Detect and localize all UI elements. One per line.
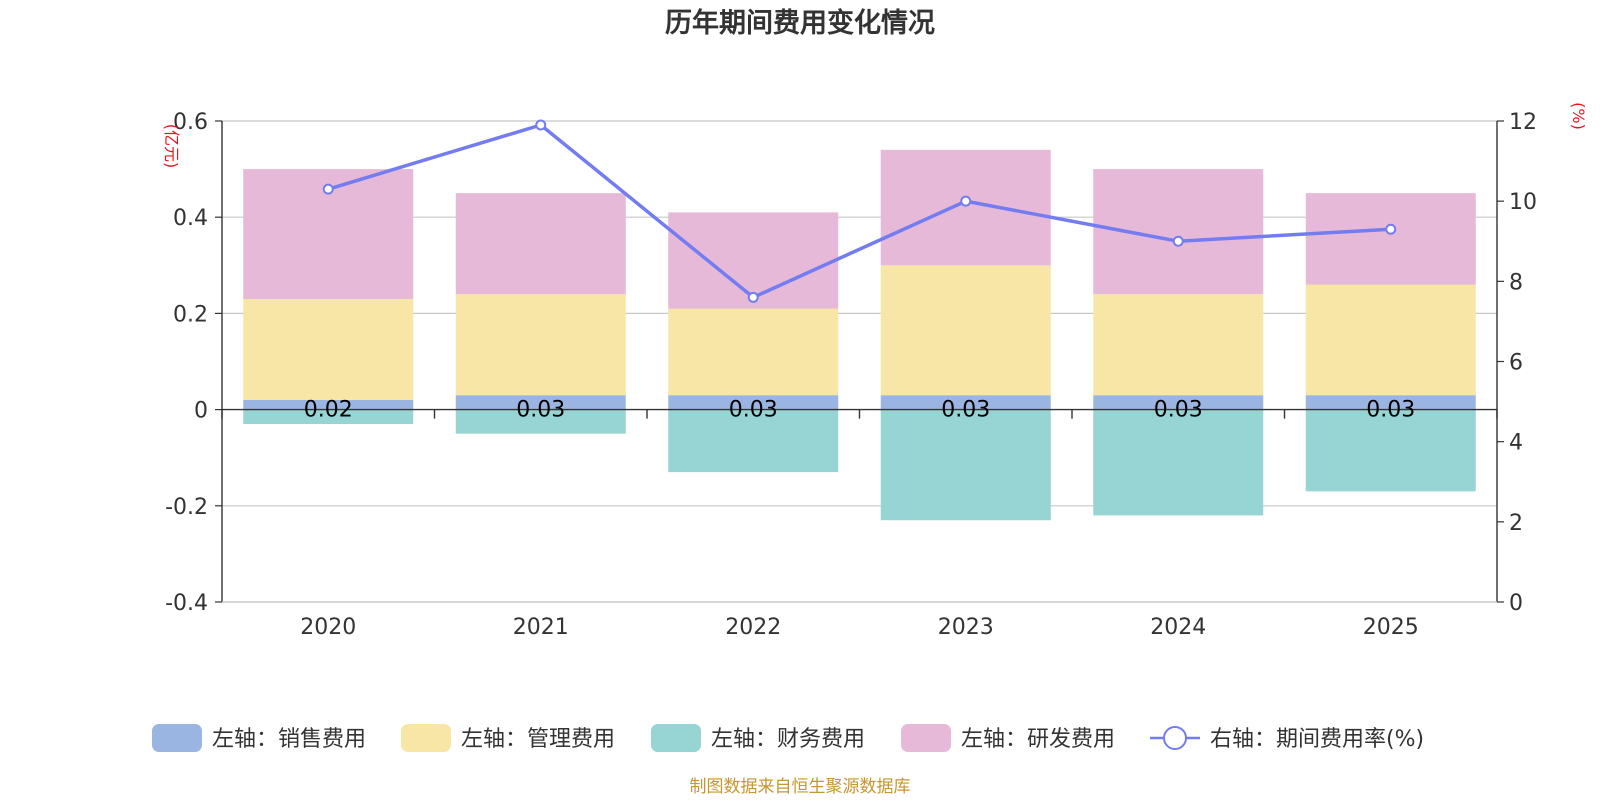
x-tick-label: 2020 bbox=[300, 615, 356, 640]
axes: -0.4 -0.2 0 0.2 0.4 0.6 0 2 4 6 8 10 12 2020 2021 2022 2… bbox=[165, 110, 1537, 640]
x-tick-label: 2025 bbox=[1363, 615, 1419, 640]
legend-label: 左轴：管理费用 bbox=[461, 727, 615, 752]
legend-label: 左轴：研发费用 bbox=[961, 727, 1115, 752]
bar-segment[interactable] bbox=[668, 409, 839, 473]
bar-segment[interactable] bbox=[243, 399, 414, 410]
x-tick-label: 2024 bbox=[1150, 615, 1206, 640]
bar-segment[interactable] bbox=[668, 308, 839, 396]
legend-swatch bbox=[901, 724, 951, 752]
x-tick-label: 2023 bbox=[938, 615, 994, 640]
legend-swatch bbox=[651, 724, 701, 752]
data-label: 0.03 bbox=[941, 398, 990, 423]
data-labels: 0.02 0.03 0.03 0.03 0.03 0.03 bbox=[304, 398, 1415, 423]
legend-label: 左轴：销售费用 bbox=[212, 727, 366, 752]
legend[interactable]: 左轴：销售费用 左轴：管理费用 左轴：财务费用 左轴：研发费用 右轴：期间费用率(%) bbox=[152, 724, 1424, 752]
left-tick-label: -0.4 bbox=[165, 591, 208, 616]
legend-circle-icon bbox=[1163, 726, 1187, 750]
bar-segment[interactable] bbox=[1093, 294, 1264, 396]
bar-segment[interactable] bbox=[243, 409, 414, 425]
legend-item[interactable]: 左轴：财务费用 bbox=[651, 724, 865, 752]
rate-point[interactable] bbox=[1172, 235, 1184, 247]
right-axis-unit: (%) bbox=[1569, 102, 1588, 130]
bar-segment[interactable] bbox=[880, 409, 1051, 521]
left-tick-label: 0.6 bbox=[173, 110, 208, 135]
data-label: 0.03 bbox=[516, 398, 565, 423]
bar-segment[interactable] bbox=[455, 409, 626, 434]
legend-label: 右轴：期间费用率(%) bbox=[1210, 727, 1424, 752]
left-tick-label: 0.2 bbox=[173, 302, 208, 327]
left-tick-label: 0.4 bbox=[173, 206, 208, 231]
chart-title: 历年期间费用变化情况 bbox=[665, 7, 935, 39]
rate-line-path bbox=[327, 123, 1391, 300]
right-tick-label: 6 bbox=[1509, 351, 1523, 376]
legend-item[interactable]: 左轴：研发费用 bbox=[901, 724, 1115, 752]
bar-segment[interactable] bbox=[880, 395, 1051, 410]
bar-segment[interactable] bbox=[880, 265, 1051, 396]
rate-point[interactable] bbox=[1385, 223, 1397, 235]
rate-point[interactable] bbox=[747, 291, 759, 303]
right-tick-label: 4 bbox=[1509, 431, 1523, 456]
bar-segment[interactable] bbox=[1093, 409, 1264, 516]
legend-item[interactable]: 左轴：管理费用 bbox=[401, 724, 615, 752]
bar-segment[interactable] bbox=[243, 298, 414, 400]
rate-point[interactable] bbox=[322, 183, 334, 195]
right-tick-label: 10 bbox=[1509, 190, 1537, 215]
bar-segment[interactable] bbox=[1305, 395, 1476, 410]
bar-segment[interactable] bbox=[1093, 395, 1264, 410]
legend-item[interactable]: 左轴：销售费用 bbox=[152, 724, 366, 752]
x-tick-label: 2021 bbox=[513, 615, 569, 640]
bar-segment[interactable] bbox=[455, 395, 626, 410]
rate-point[interactable] bbox=[535, 119, 547, 131]
bar-segment[interactable] bbox=[1305, 193, 1476, 285]
data-label: 0.03 bbox=[1154, 398, 1203, 423]
data-label: 0.02 bbox=[304, 398, 353, 423]
rate-line bbox=[322, 119, 1397, 303]
legend-swatch bbox=[152, 724, 202, 752]
bar-segment[interactable] bbox=[455, 294, 626, 396]
left-axis-unit: (亿元) bbox=[162, 124, 181, 169]
legend-label: 左轴：财务费用 bbox=[711, 727, 865, 752]
data-label: 0.03 bbox=[1366, 398, 1415, 423]
data-label: 0.03 bbox=[729, 398, 778, 423]
bar-segment[interactable] bbox=[668, 395, 839, 410]
left-tick-label: 0 bbox=[194, 399, 208, 424]
bar-segment[interactable] bbox=[455, 193, 626, 295]
rate-point[interactable] bbox=[960, 195, 972, 207]
bar-segment[interactable] bbox=[1305, 409, 1476, 492]
bar-segment[interactable] bbox=[880, 149, 1051, 266]
legend-swatch bbox=[401, 724, 451, 752]
right-tick-label: 0 bbox=[1509, 591, 1523, 616]
left-tick-label: -0.2 bbox=[165, 495, 208, 520]
right-tick-label: 8 bbox=[1509, 270, 1523, 295]
bars bbox=[243, 149, 1476, 521]
bar-segment[interactable] bbox=[1305, 284, 1476, 396]
legend-item[interactable]: 右轴：期间费用率(%) bbox=[1150, 726, 1424, 752]
source-note: 制图数据来自恒生聚源数据库 bbox=[690, 777, 911, 797]
right-tick-label: 2 bbox=[1509, 511, 1523, 536]
x-tick-label: 2022 bbox=[725, 615, 781, 640]
right-tick-label: 12 bbox=[1509, 110, 1537, 135]
